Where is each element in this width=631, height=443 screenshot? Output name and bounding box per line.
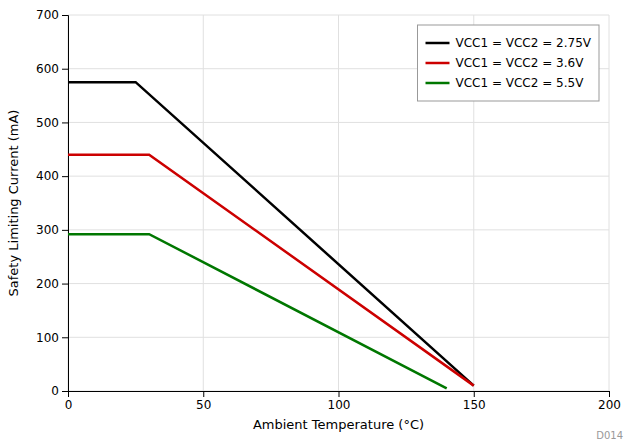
- tick-mark: [203, 391, 204, 397]
- tick-mark: [609, 391, 610, 397]
- x-axis-title: Ambient Temperature (°C): [253, 417, 424, 432]
- tick-mark: [62, 284, 68, 285]
- tick: 100: [328, 391, 351, 412]
- tick-label: 50: [196, 398, 211, 412]
- legend-label: VCC1 = VCC2 = 2.75V: [456, 36, 592, 50]
- series-group: [68, 82, 474, 388]
- plot-area: 0 50 100 150 200 0 100 200 300 400 500 600 700 VCC1 =…: [36, 8, 621, 411]
- legend: VCC1 = VCC2 = 2.75V VCC1 = VCC2 = 3.6V VCC…: [418, 25, 600, 101]
- tick-label: 0: [51, 384, 59, 398]
- chart: 0 50 100 150 200 0 100 200 300 400 500 600 700 VCC1 =…: [0, 0, 631, 443]
- tick-label: 0: [65, 398, 73, 412]
- tick-mark: [62, 337, 68, 338]
- axis-line: [69, 392, 610, 398]
- tick-mark: [62, 69, 68, 70]
- tick-label: 200: [36, 277, 59, 291]
- grid-line-y: [68, 122, 609, 123]
- grid-line-y: [68, 229, 609, 230]
- legend-swatch: [426, 82, 450, 85]
- tick-mark: [339, 391, 340, 397]
- tick: 200: [36, 277, 68, 291]
- tick: 300: [36, 223, 68, 237]
- y-axis: 0 100 200 300 400 500 600 700: [36, 8, 68, 398]
- grid-line-y: [68, 176, 609, 177]
- tick-label: 300: [36, 223, 59, 237]
- tick-label: 150: [463, 398, 486, 412]
- tick: 50: [196, 391, 211, 412]
- tick-label: 500: [36, 116, 59, 130]
- legend-label: VCC1 = VCC2 = 5.5V: [456, 76, 585, 90]
- tick-label: 100: [36, 331, 59, 345]
- series-line: [68, 234, 447, 388]
- legend-label: VCC1 = VCC2 = 3.6V: [456, 56, 585, 70]
- tick-mark: [62, 230, 68, 231]
- grid-line-y: [68, 15, 609, 16]
- grid-line-x: [338, 15, 339, 391]
- legend-swatch: [426, 42, 450, 45]
- legend-item: VCC1 = VCC2 = 3.6V: [426, 56, 585, 70]
- tick-label: 100: [328, 398, 351, 412]
- tick: 700: [36, 8, 68, 22]
- tick: 100: [36, 331, 68, 345]
- tick: 400: [36, 169, 68, 183]
- tick-mark: [62, 15, 68, 16]
- grid: [68, 15, 609, 391]
- series-line: [68, 155, 474, 386]
- tick-label: 700: [36, 8, 59, 22]
- tick: 0: [65, 391, 73, 412]
- tick-label: 200: [598, 398, 621, 412]
- tick-mark: [62, 176, 68, 177]
- tick: 500: [36, 116, 68, 130]
- legend-item: VCC1 = VCC2 = 5.5V: [426, 76, 585, 90]
- tick: 200: [598, 391, 621, 412]
- tick: 150: [463, 391, 486, 412]
- tick: 0: [51, 384, 68, 398]
- x-axis: 0 50 100 150 200: [65, 391, 621, 412]
- legend-frame: [418, 25, 600, 101]
- tick-label: 600: [36, 62, 59, 76]
- grid-line-x: [203, 15, 204, 391]
- grid-line-y: [68, 337, 609, 338]
- grid-line-x: [609, 15, 610, 391]
- legend-item: VCC1 = VCC2 = 2.75V: [426, 36, 592, 50]
- watermark: D014: [596, 430, 623, 441]
- tick-label: 400: [36, 169, 59, 183]
- tick-mark: [62, 122, 68, 123]
- axis-line: [62, 16, 69, 392]
- tick-mark: [62, 391, 68, 392]
- legend-swatch: [426, 62, 450, 65]
- tick-mark: [474, 391, 475, 397]
- y-axis-title: Safety Limiting Current (mA): [6, 110, 21, 297]
- grid-line-y: [68, 283, 609, 284]
- tick: 600: [36, 62, 68, 76]
